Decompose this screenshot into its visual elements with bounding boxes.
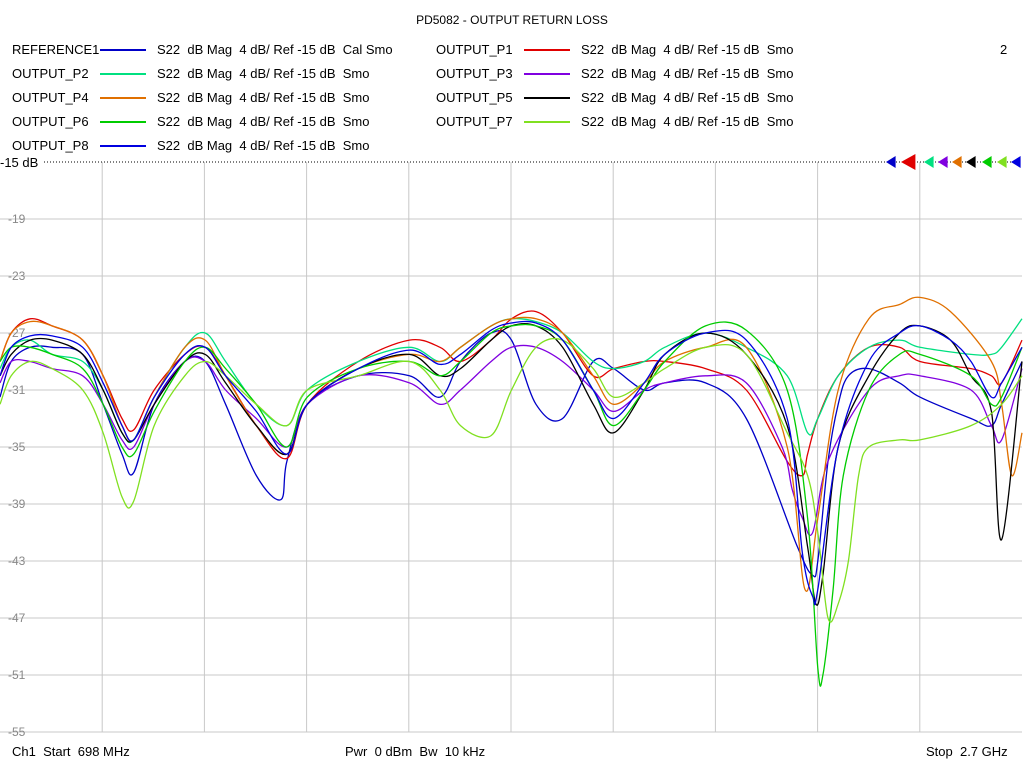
marker-output-p8 (1011, 156, 1021, 168)
footer-start: Ch1 Start 698 MHz (12, 744, 130, 759)
marker-reference1 (886, 156, 896, 168)
legend-name-output-p3: OUTPUT_P3 (436, 66, 513, 81)
marker-output-p1 (901, 154, 916, 170)
legend-name-output-p2: OUTPUT_P2 (12, 66, 89, 81)
legend-name-output-p7: OUTPUT_P7 (436, 114, 513, 129)
legend-name-reference1: REFERENCE1 (12, 42, 100, 57)
trace-output-p7 (0, 337, 1023, 623)
marker-output-p7 (997, 156, 1007, 168)
marker-output-p2 (924, 156, 934, 168)
legend-name-output-p6: OUTPUT_P6 (12, 114, 89, 129)
legend-name-output-p4: OUTPUT_P4 (12, 90, 89, 105)
legend-desc: S22 dB Mag 4 dB/ Ref -15 dB Smo (157, 138, 370, 153)
legend-desc: S22 dB Mag 4 dB/ Ref -15 dB Smo (581, 66, 794, 81)
legend-desc: S22 dB Mag 4 dB/ Ref -15 dB Smo (581, 90, 794, 105)
chart-title: PD5082 - OUTPUT RETURN LOSS (416, 13, 608, 27)
y-tick-label: -39 (8, 497, 26, 511)
legend-swatch (100, 97, 146, 99)
y-tick-label: -27 (8, 326, 26, 340)
footer-stop: Stop 2.7 GHz (926, 744, 1008, 759)
marker-output-p5 (966, 156, 976, 168)
y-tick-label: -43 (8, 554, 26, 568)
legend-name-output-p5: OUTPUT_P5 (436, 90, 513, 105)
legend-desc: S22 dB Mag 4 dB/ Ref -15 dB Smo (581, 42, 794, 57)
marker-output-p4 (952, 156, 962, 168)
legend-swatch (100, 145, 146, 147)
legend-name-output-p8: OUTPUT_P8 (12, 138, 89, 153)
footer-power-bandwidth: Pwr 0 dBm Bw 10 kHz (345, 744, 486, 759)
y-tick-label: -35 (8, 440, 26, 454)
reference-level-label: -15 dB (0, 155, 39, 170)
legend-swatch (100, 121, 146, 123)
trace-reference1 (0, 329, 1023, 578)
legend-swatch (524, 49, 570, 51)
marker-output-p3 (938, 156, 948, 168)
y-tick-label: -31 (8, 383, 26, 397)
y-tick-label: -19 (8, 212, 26, 226)
legend-swatch (524, 121, 570, 123)
y-tick-label: -23 (8, 269, 26, 283)
legend-desc: S22 dB Mag 4 dB/ Ref -15 dB Smo (157, 66, 370, 81)
legend-swatch (100, 73, 146, 75)
legend-desc: S22 dB Mag 4 dB/ Ref -15 dB Cal Smo (157, 42, 393, 57)
y-tick-label: -51 (8, 668, 26, 682)
trace-output-p3 (0, 344, 1023, 536)
legend-desc: S22 dB Mag 4 dB/ Ref -15 dB Smo (157, 114, 370, 129)
legend-desc: S22 dB Mag 4 dB/ Ref -15 dB Smo (157, 90, 370, 105)
legend-name-output-p1: OUTPUT_P1 (436, 42, 513, 57)
legend-swatch (100, 49, 146, 51)
marker-output-p6 (982, 156, 992, 168)
legend-swatch (524, 73, 570, 75)
legend-desc: S22 dB Mag 4 dB/ Ref -15 dB Smo (581, 114, 794, 129)
channel-number: 2 (1000, 42, 1008, 57)
trace-output-p6 (0, 321, 1023, 687)
y-tick-label: -47 (8, 611, 26, 625)
y-tick-label: -55 (8, 725, 26, 739)
trace-output-p8 (0, 320, 1023, 606)
legend-swatch (524, 97, 570, 99)
